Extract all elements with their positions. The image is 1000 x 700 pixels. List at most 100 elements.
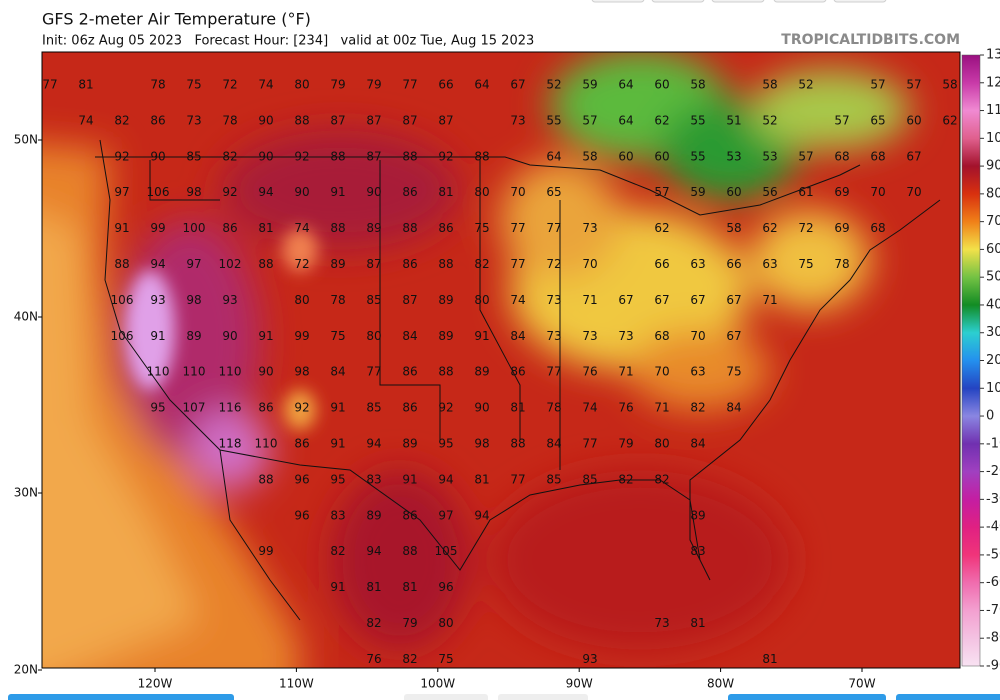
station-temperature: 89 — [186, 329, 201, 343]
station-temperature: 76 — [618, 401, 633, 415]
station-temperature: 86 — [402, 257, 417, 271]
colorbar-label: 60 — [986, 242, 1000, 257]
colorbar-label: -40 — [986, 520, 1000, 535]
station-temperature: 82 — [690, 401, 705, 415]
station-temperature: 88 — [510, 437, 525, 451]
station-temperature: 88 — [438, 257, 453, 271]
station-temperature: 78 — [150, 78, 165, 92]
station-temperature: 66 — [438, 78, 453, 92]
station-temperature: 118 — [219, 437, 242, 451]
station-temperature: 75 — [330, 329, 345, 343]
station-temperature: 90 — [258, 149, 273, 163]
toolbar-button[interactable] — [591, 0, 645, 3]
station-temperature: 80 — [474, 293, 489, 307]
station-temperature: 64 — [546, 149, 561, 163]
station-temperature: 95 — [150, 401, 165, 415]
nav-button[interactable] — [404, 694, 488, 700]
station-temperature: 110 — [183, 365, 206, 379]
station-temperature: 77 — [402, 78, 417, 92]
station-temperature: 81 — [762, 652, 777, 666]
station-temperature: 81 — [402, 580, 417, 594]
station-temperature: 77 — [510, 221, 525, 235]
station-temperature: 57 — [906, 78, 921, 92]
nav-button[interactable] — [8, 694, 234, 700]
toolbar-button[interactable] — [773, 0, 827, 3]
station-temperature: 88 — [402, 221, 417, 235]
station-temperature: 67 — [618, 293, 633, 307]
station-temperature: 91 — [330, 437, 345, 451]
station-temperature: 88 — [330, 221, 345, 235]
station-temperature: 63 — [690, 257, 705, 271]
toolbar-button[interactable] — [711, 0, 765, 3]
station-temperature: 60 — [726, 185, 741, 199]
station-temperature: 88 — [114, 257, 129, 271]
station-temperature: 70 — [870, 185, 885, 199]
station-temperature: 62 — [654, 113, 669, 127]
station-temperature: 84 — [330, 365, 345, 379]
nav-button[interactable] — [498, 694, 588, 700]
station-temperature: 73 — [618, 329, 633, 343]
station-temperature: 53 — [726, 149, 741, 163]
station-temperature: 78 — [222, 113, 237, 127]
station-temperature: 98 — [186, 185, 201, 199]
station-temperature: 88 — [402, 544, 417, 558]
station-temperature: 58 — [942, 78, 957, 92]
station-temperature: 110 — [147, 365, 170, 379]
toolbar-button[interactable] — [651, 0, 705, 3]
nav-button[interactable] — [896, 694, 1000, 700]
station-temperature: 87 — [366, 257, 381, 271]
site-name: TROPICALTIDBITS.COM — [781, 32, 960, 48]
station-temperature: 70 — [510, 185, 525, 199]
station-temperature: 92 — [114, 149, 129, 163]
station-temperature: 83 — [690, 544, 705, 558]
station-temperature: 75 — [798, 257, 813, 271]
station-temperature: 71 — [654, 401, 669, 415]
station-temperature: 59 — [582, 78, 597, 92]
toolbar-button[interactable] — [833, 0, 887, 3]
station-temperature: 69 — [834, 221, 849, 235]
station-temperature: 70 — [654, 365, 669, 379]
station-temperature: 97 — [114, 185, 129, 199]
station-temperature: 91 — [258, 329, 273, 343]
station-temperature: 86 — [258, 401, 273, 415]
station-temperature: 51 — [726, 113, 741, 127]
station-temperature: 106 — [147, 185, 170, 199]
station-temperature: 73 — [654, 616, 669, 630]
station-temperature: 96 — [294, 472, 309, 486]
colorbar-label: -20 — [986, 464, 1000, 479]
station-temperature: 55 — [690, 149, 705, 163]
station-temperature: 71 — [618, 365, 633, 379]
station-temperature: 91 — [402, 472, 417, 486]
borders — [95, 139, 941, 621]
station-temperature: 93 — [150, 293, 165, 307]
map-frame — [41, 51, 961, 669]
station-temperature: 55 — [690, 113, 705, 127]
station-temperature: 88 — [330, 149, 345, 163]
station-temperature: 98 — [186, 293, 201, 307]
station-temperature: 87 — [366, 113, 381, 127]
longitude-label: 70W — [848, 677, 875, 691]
longitude-label: 100W — [420, 677, 455, 691]
station-temperature: 99 — [294, 329, 309, 343]
colorbar-label: 120 — [986, 75, 1000, 90]
station-temperature: 98 — [294, 365, 309, 379]
station-temperature: 106 — [111, 329, 134, 343]
station-temperature: 88 — [438, 365, 453, 379]
station-temperature: 68 — [870, 149, 885, 163]
station-temperature: 86 — [402, 185, 417, 199]
station-temperature: 88 — [258, 257, 273, 271]
station-temperature: 84 — [726, 401, 741, 415]
station-temperature: 72 — [546, 257, 561, 271]
nav-button[interactable] — [728, 694, 886, 700]
colorbar-label: 0 — [986, 409, 994, 424]
station-temperature: 68 — [834, 149, 849, 163]
station-temperature: 97 — [438, 508, 453, 522]
station-temperature: 77 — [366, 365, 381, 379]
latitude-label: 50N — [14, 133, 38, 147]
station-temperature: 75 — [438, 652, 453, 666]
station-temperature: 81 — [366, 580, 381, 594]
station-temperature: 81 — [78, 78, 93, 92]
station-temperature: 71 — [762, 293, 777, 307]
station-temperature: 68 — [870, 221, 885, 235]
